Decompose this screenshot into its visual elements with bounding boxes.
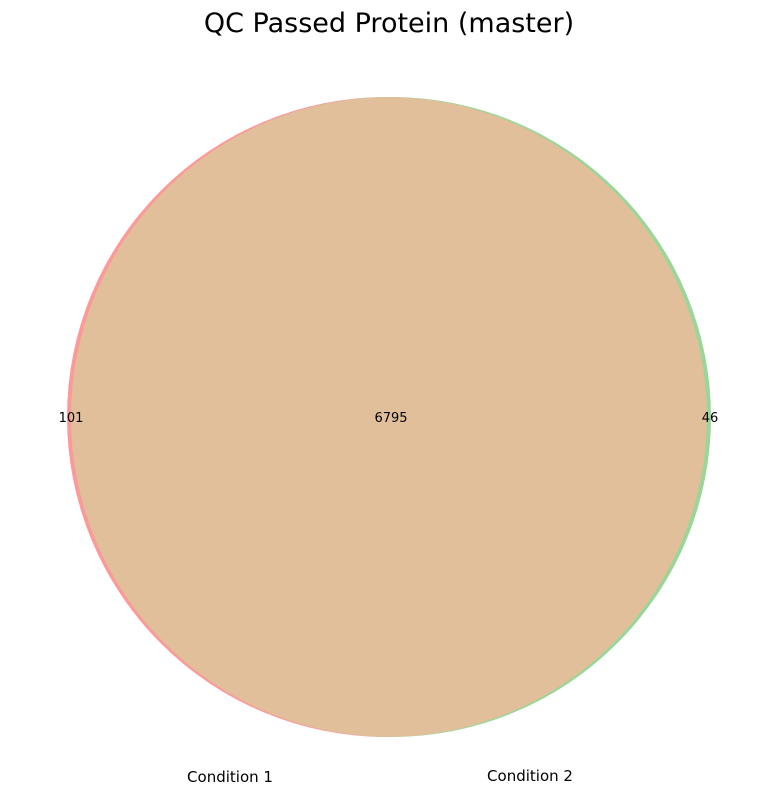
count-condition-2-only: 46: [702, 411, 719, 426]
count-condition-1-only: 101: [59, 411, 84, 426]
venn-circles: [67, 97, 711, 737]
circle-intersection: [71, 97, 707, 737]
count-intersection: 6795: [374, 411, 407, 426]
chart-title: QC Passed Protein (master): [204, 8, 574, 39]
set-label-condition-1: Condition 1: [187, 768, 273, 786]
set-label-condition-2: Condition 2: [487, 767, 573, 785]
